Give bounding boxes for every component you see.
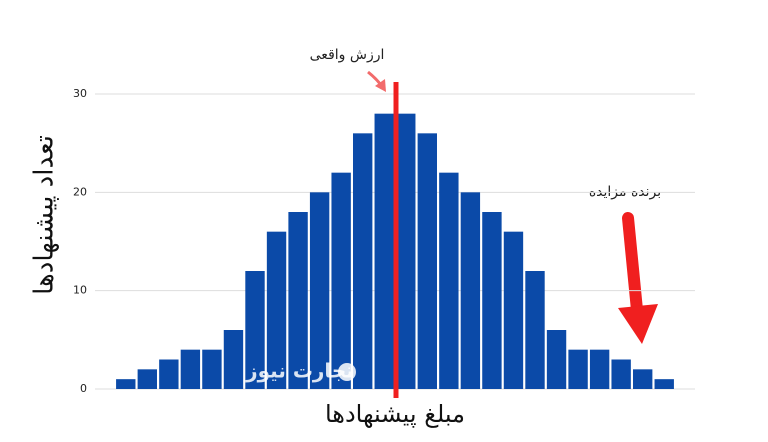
bar (482, 212, 502, 389)
bar (396, 113, 416, 390)
bar (568, 349, 588, 389)
watermark-logo (338, 363, 356, 381)
y-tick-label: 20 (73, 185, 87, 198)
bar (525, 271, 545, 389)
bar (288, 212, 308, 389)
bar (633, 369, 653, 389)
y-tick-label: 0 (80, 382, 87, 395)
x-axis-label: مبلغ پیشنهادها (325, 400, 465, 428)
y-tick-label: 10 (73, 284, 87, 297)
bar (589, 349, 610, 389)
bar (374, 113, 394, 390)
y-axis-label: تعداد پیشنهادها (30, 135, 60, 295)
bar (245, 271, 265, 389)
bar (309, 192, 330, 389)
annotation-arrowhead (375, 79, 386, 92)
y-tick-label: 30 (73, 87, 87, 100)
annotation-arrow (622, 212, 643, 316)
bar (611, 359, 631, 389)
bar (654, 379, 674, 389)
annotation-arrowhead (618, 304, 658, 344)
bar (503, 231, 524, 389)
bar (546, 330, 567, 389)
bar (137, 369, 157, 389)
bar (331, 172, 351, 389)
plot: 0 10 20 30 (73, 87, 695, 395)
bar (159, 359, 179, 389)
bar (439, 172, 459, 389)
watermark: تجارت نیوز (245, 359, 354, 383)
bar (460, 192, 481, 389)
bar (180, 349, 201, 389)
bar (417, 133, 437, 389)
bar (223, 330, 244, 389)
bar (353, 133, 373, 389)
bar (202, 349, 222, 389)
bar (266, 231, 287, 389)
bar (116, 379, 136, 389)
annotation: ارزش واقعی (310, 47, 385, 63)
